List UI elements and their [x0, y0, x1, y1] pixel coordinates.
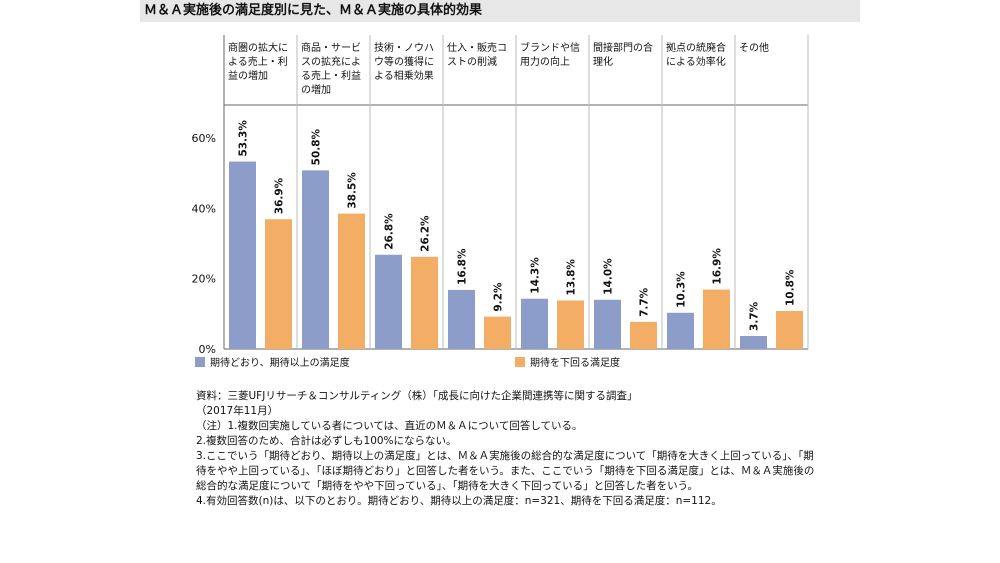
note-line: 2.複数回答のため、合計は必ずしも100%にならない。 — [196, 435, 457, 447]
category-label: 仕入・販売コストの削減 — [447, 41, 507, 68]
bar-series2 — [776, 311, 803, 349]
y-tick-label: 40% — [192, 202, 216, 215]
category-label: 拠点の統廃合による効率化 — [666, 41, 726, 68]
note-line: 資料：三菱UFJリサーチ＆コンサルティング（株）「成長に向けた企業間連携等に関す… — [196, 390, 638, 402]
bar-series2 — [484, 316, 511, 349]
category-label: ブランドや信用力の向上 — [520, 41, 580, 68]
category-label: 間接部門の合理化 — [593, 41, 653, 68]
legend-series1-label: 期待どおり、期待以上の満足度 — [210, 356, 350, 369]
legend-series1-swatch — [195, 357, 205, 367]
data-label: 26.2% — [420, 215, 432, 252]
bar-series2 — [630, 321, 657, 349]
bar-series2 — [557, 300, 584, 349]
data-label: 36.9% — [274, 177, 286, 214]
data-label: 53.3% — [238, 120, 250, 157]
data-label: 38.5% — [347, 172, 359, 209]
data-label: 10.8% — [785, 269, 797, 306]
data-label: 3.7% — [749, 301, 761, 331]
y-tick-label: 60% — [192, 132, 216, 145]
category-label: 商品・サービスの拡充による売上・利益の増加 — [301, 41, 361, 96]
note-line: （注）1.複数回実施している者については、直近のＭ＆Ａについて回答している。 — [196, 420, 583, 432]
bar-series1 — [229, 161, 256, 349]
y-tick-label: 20% — [192, 273, 216, 286]
bar-series2 — [265, 219, 292, 349]
bar-series1 — [448, 289, 475, 349]
category-label: 商圏の拡大による売上・利益の増加 — [228, 41, 288, 82]
category-label: 技術・ノウハウ等の獲得による相乗効果 — [374, 41, 434, 82]
category-label: その他 — [739, 41, 769, 54]
bar-series2 — [338, 213, 365, 349]
data-label: 7.7% — [639, 287, 651, 317]
data-label: 26.8% — [384, 213, 396, 250]
bar-chart: 0% 20% 40% 60% 商圏の拡大による売上・利益の増加商品・サービスの拡充による… — [192, 35, 809, 369]
bar-series1 — [521, 298, 548, 349]
data-label: 16.8% — [457, 248, 469, 285]
y-tick-label: 0% — [199, 343, 216, 356]
bar-series2 — [703, 289, 730, 349]
source-notes: 資料：三菱UFJリサーチ＆コンサルティング（株）「成長に向けた企業間連携等に関す… — [196, 389, 816, 509]
note-line: 3.ここでいう「期待どおり、期待以上の満足度」とは、Ｍ＆Ａ実施後の総合的な満足度… — [196, 450, 815, 492]
bar-series1 — [375, 254, 402, 349]
data-label: 50.8% — [311, 128, 323, 165]
note-line: 4.有効回答数(n)は、以下のとおり。期待どおり、期待以上の満足度：n=321、… — [196, 495, 722, 507]
bar-series1 — [667, 312, 694, 349]
legend-series2-label: 期待を下回る満足度 — [530, 356, 620, 369]
chart-title: Ｍ＆Ａ実施後の満足度別に見た、Ｍ＆Ａ実施の具体的効果 — [140, 0, 860, 22]
data-label: 14.0% — [603, 258, 615, 295]
bar-series2 — [411, 256, 438, 349]
bar-series1 — [740, 335, 767, 349]
legend-series2-swatch — [515, 357, 525, 367]
bar-series1 — [302, 170, 329, 349]
note-line: （2017年11月） — [196, 405, 279, 417]
data-label: 9.2% — [493, 282, 505, 312]
data-label: 14.3% — [530, 257, 542, 294]
data-label: 10.3% — [676, 271, 688, 308]
data-label: 16.9% — [712, 248, 724, 285]
data-label: 13.8% — [566, 259, 578, 296]
bar-series1 — [594, 299, 621, 349]
